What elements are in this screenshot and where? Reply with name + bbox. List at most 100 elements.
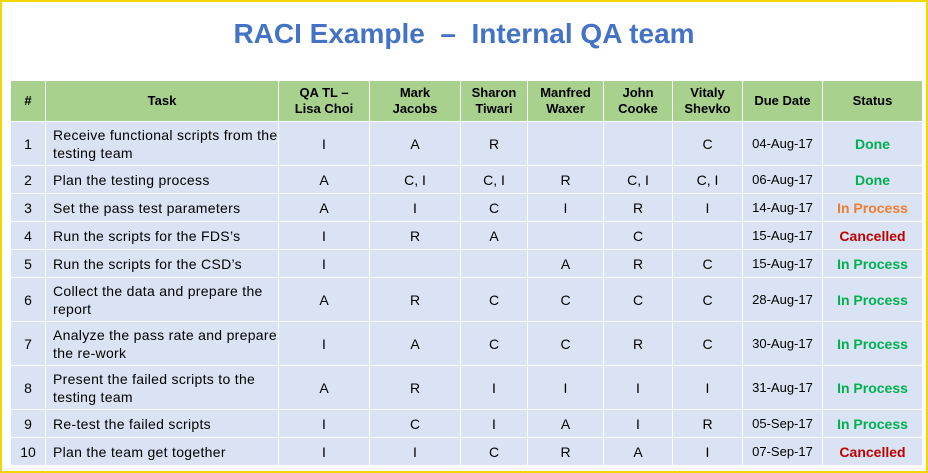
role-cell-vitaly-shevko: C (672, 277, 743, 322)
table-row: 4 Run the scripts for the FDS’s I R A C 15-Aug… (10, 221, 923, 250)
task-cell: Collect the data and prepare the report (45, 277, 279, 322)
table-row: 6 Collect the data and prepare the report… (10, 277, 923, 322)
role-cell-vitaly-shevko: I (672, 437, 743, 466)
status-cell: In Process (822, 409, 923, 438)
role-cell-vitaly-shevko: C, I (672, 165, 743, 194)
task-cell: Plan the team get together (45, 437, 279, 466)
due-date-cell: 06-Aug-17 (742, 165, 823, 194)
due-date-cell: 15-Aug-17 (742, 221, 823, 250)
role-cell-sharon-tiwari: C, I (460, 165, 528, 194)
due-date-cell: 28-Aug-17 (742, 277, 823, 322)
role-cell-manfred-waxer: I (527, 193, 604, 222)
status-cell: Cancelled (822, 437, 923, 466)
row-number: 3 (10, 193, 46, 222)
role-cell-qa-tl: A (278, 165, 370, 194)
status-cell: In Process (822, 249, 923, 278)
table-row: 10 Plan the team get together I I C R A I 07-Sep… (10, 437, 923, 466)
role-cell-john-cooke: R (603, 321, 673, 366)
due-date-cell: 15-Aug-17 (742, 249, 823, 278)
role-cell-mark-jacobs: C (369, 409, 461, 438)
task-cell: Set the pass test parameters (45, 193, 279, 222)
role-cell-mark-jacobs: A (369, 121, 461, 166)
task-cell: Run the scripts for the FDS’s (45, 221, 279, 250)
role-cell-manfred-waxer: R (527, 437, 604, 466)
role-cell-qa-tl: A (278, 277, 370, 322)
table-row: 9 Re-test the failed scripts I C I A I R 05-Sep-… (10, 409, 923, 438)
header-mark-jacobs: Mark Jacobs (369, 80, 461, 122)
due-date-cell: 07-Sep-17 (742, 437, 823, 466)
table-body: 1 Receive functional scripts from the tes… (10, 121, 923, 466)
header-due-date: Due Date (742, 80, 823, 122)
task-cell: Receive functional scripts from the test… (45, 121, 279, 166)
role-cell-mark-jacobs: R (369, 277, 461, 322)
role-cell-sharon-tiwari: C (460, 437, 528, 466)
role-cell-vitaly-shevko (672, 221, 743, 250)
role-cell-vitaly-shevko: R (672, 409, 743, 438)
row-number: 2 (10, 165, 46, 194)
role-cell-manfred-waxer: I (527, 365, 604, 410)
role-cell-mark-jacobs: I (369, 193, 461, 222)
role-cell-manfred-waxer: A (527, 249, 604, 278)
table-row: 3 Set the pass test parameters A I C I R I 14-Au… (10, 193, 923, 222)
status-cell: In Process (822, 193, 923, 222)
role-cell-manfred-waxer (527, 221, 604, 250)
row-number: 4 (10, 221, 46, 250)
due-date-cell: 30-Aug-17 (742, 321, 823, 366)
role-cell-sharon-tiwari: C (460, 193, 528, 222)
task-cell: Present the failed scripts to the testin… (45, 365, 279, 410)
role-cell-vitaly-shevko: C (672, 121, 743, 166)
status-cell: In Process (822, 321, 923, 366)
role-cell-vitaly-shevko: I (672, 193, 743, 222)
due-date-cell: 05-Sep-17 (742, 409, 823, 438)
role-cell-manfred-waxer: R (527, 165, 604, 194)
status-cell: Cancelled (822, 221, 923, 250)
role-cell-john-cooke: R (603, 249, 673, 278)
status-cell: Done (822, 165, 923, 194)
role-cell-vitaly-shevko: C (672, 321, 743, 366)
role-cell-john-cooke: C (603, 221, 673, 250)
role-cell-manfred-waxer: C (527, 321, 604, 366)
role-cell-qa-tl: I (278, 221, 370, 250)
role-cell-vitaly-shevko: C (672, 249, 743, 278)
role-cell-qa-tl: I (278, 121, 370, 166)
role-cell-john-cooke: C (603, 277, 673, 322)
role-cell-john-cooke: R (603, 193, 673, 222)
task-cell: Run the scripts for the CSD’s (45, 249, 279, 278)
header-john-cooke: John Cooke (603, 80, 673, 122)
role-cell-qa-tl: I (278, 437, 370, 466)
status-cell: Done (822, 121, 923, 166)
row-number: 5 (10, 249, 46, 278)
status-cell: In Process (822, 277, 923, 322)
table-row: 1 Receive functional scripts from the tes… (10, 121, 923, 166)
role-cell-mark-jacobs: R (369, 221, 461, 250)
role-cell-sharon-tiwari: A (460, 221, 528, 250)
raci-table: # Task QA TL – Lisa Choi Mark Jacobs Sha… (10, 80, 923, 466)
due-date-cell: 04-Aug-17 (742, 121, 823, 166)
status-cell: In Process (822, 365, 923, 410)
role-cell-qa-tl: I (278, 409, 370, 438)
role-cell-qa-tl: A (278, 365, 370, 410)
header-vitaly-shevko: Vitaly Shevko (672, 80, 743, 122)
role-cell-john-cooke: I (603, 409, 673, 438)
header-manfred-waxer: Manfred Waxer (527, 80, 604, 122)
header-status: Status (822, 80, 923, 122)
role-cell-sharon-tiwari: I (460, 409, 528, 438)
role-cell-vitaly-shevko: I (672, 365, 743, 410)
role-cell-manfred-waxer: C (527, 277, 604, 322)
role-cell-mark-jacobs: I (369, 437, 461, 466)
role-cell-mark-jacobs: C, I (369, 165, 461, 194)
row-number: 6 (10, 277, 46, 322)
role-cell-qa-tl: I (278, 249, 370, 278)
role-cell-john-cooke (603, 121, 673, 166)
header-task: Task (45, 80, 279, 122)
role-cell-sharon-tiwari: I (460, 365, 528, 410)
role-cell-mark-jacobs: A (369, 321, 461, 366)
task-cell: Re-test the failed scripts (45, 409, 279, 438)
role-cell-john-cooke: C, I (603, 165, 673, 194)
table-row: 7 Analyze the pass rate and prepare the r… (10, 321, 923, 366)
role-cell-sharon-tiwari (460, 249, 528, 278)
role-cell-qa-tl: I (278, 321, 370, 366)
page-title: RACI Example – Internal QA team (233, 18, 695, 49)
role-cell-sharon-tiwari: R (460, 121, 528, 166)
